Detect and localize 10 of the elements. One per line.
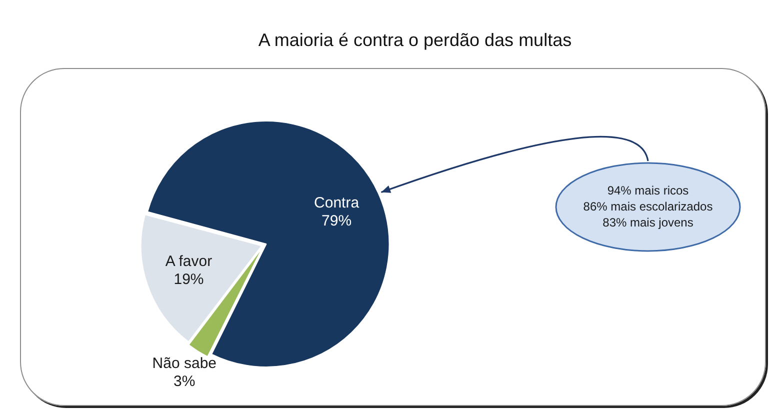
data-label: 3% bbox=[174, 372, 196, 390]
data-label: 79% bbox=[322, 212, 352, 230]
slice-label: Contra bbox=[314, 194, 360, 212]
data-label: 19% bbox=[174, 270, 204, 288]
slice-label: Não sabe bbox=[152, 354, 217, 372]
text: 86% mais escolarizados bbox=[583, 199, 713, 214]
text: 83% mais jovens bbox=[602, 215, 694, 230]
text: 94% mais ricos bbox=[607, 183, 689, 198]
chart-title: A maioria é contra o perdão das multas bbox=[257, 30, 573, 51]
slice-label: A favor bbox=[165, 252, 212, 270]
